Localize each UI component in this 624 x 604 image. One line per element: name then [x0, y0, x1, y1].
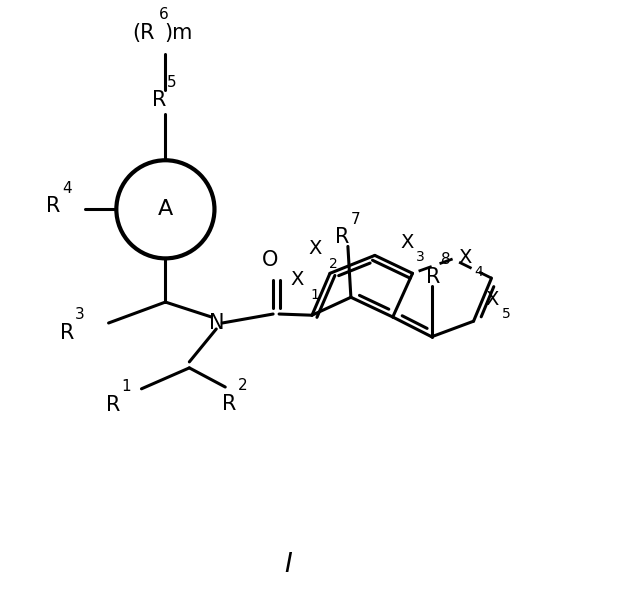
Text: 1: 1 [311, 288, 319, 302]
Text: R: R [426, 267, 440, 287]
Text: O: O [262, 250, 278, 270]
Text: 4: 4 [475, 265, 484, 279]
Text: )m: )m [164, 23, 193, 43]
Text: R: R [222, 394, 236, 414]
Text: R: R [105, 395, 120, 415]
Text: 3: 3 [416, 250, 425, 264]
Text: 2: 2 [238, 378, 248, 393]
Text: R: R [59, 323, 74, 343]
Text: 5: 5 [502, 307, 510, 321]
Text: 7: 7 [351, 212, 361, 227]
Text: R: R [152, 90, 166, 110]
Text: X: X [309, 239, 322, 258]
Text: 4: 4 [62, 181, 72, 196]
Text: 2: 2 [329, 257, 338, 271]
Text: X: X [291, 270, 305, 289]
Text: A: A [158, 199, 173, 219]
Text: I: I [284, 552, 292, 578]
Text: X: X [400, 233, 413, 252]
Text: 5: 5 [167, 75, 177, 89]
Text: N: N [208, 313, 224, 333]
Text: X: X [459, 248, 472, 267]
Text: X: X [485, 289, 499, 309]
Text: R: R [46, 196, 60, 216]
Text: (R: (R [132, 23, 155, 43]
Text: 1: 1 [121, 379, 131, 394]
Text: R: R [334, 228, 349, 248]
Text: 8: 8 [441, 252, 451, 267]
Text: 3: 3 [75, 307, 85, 323]
Text: 6: 6 [159, 7, 168, 22]
